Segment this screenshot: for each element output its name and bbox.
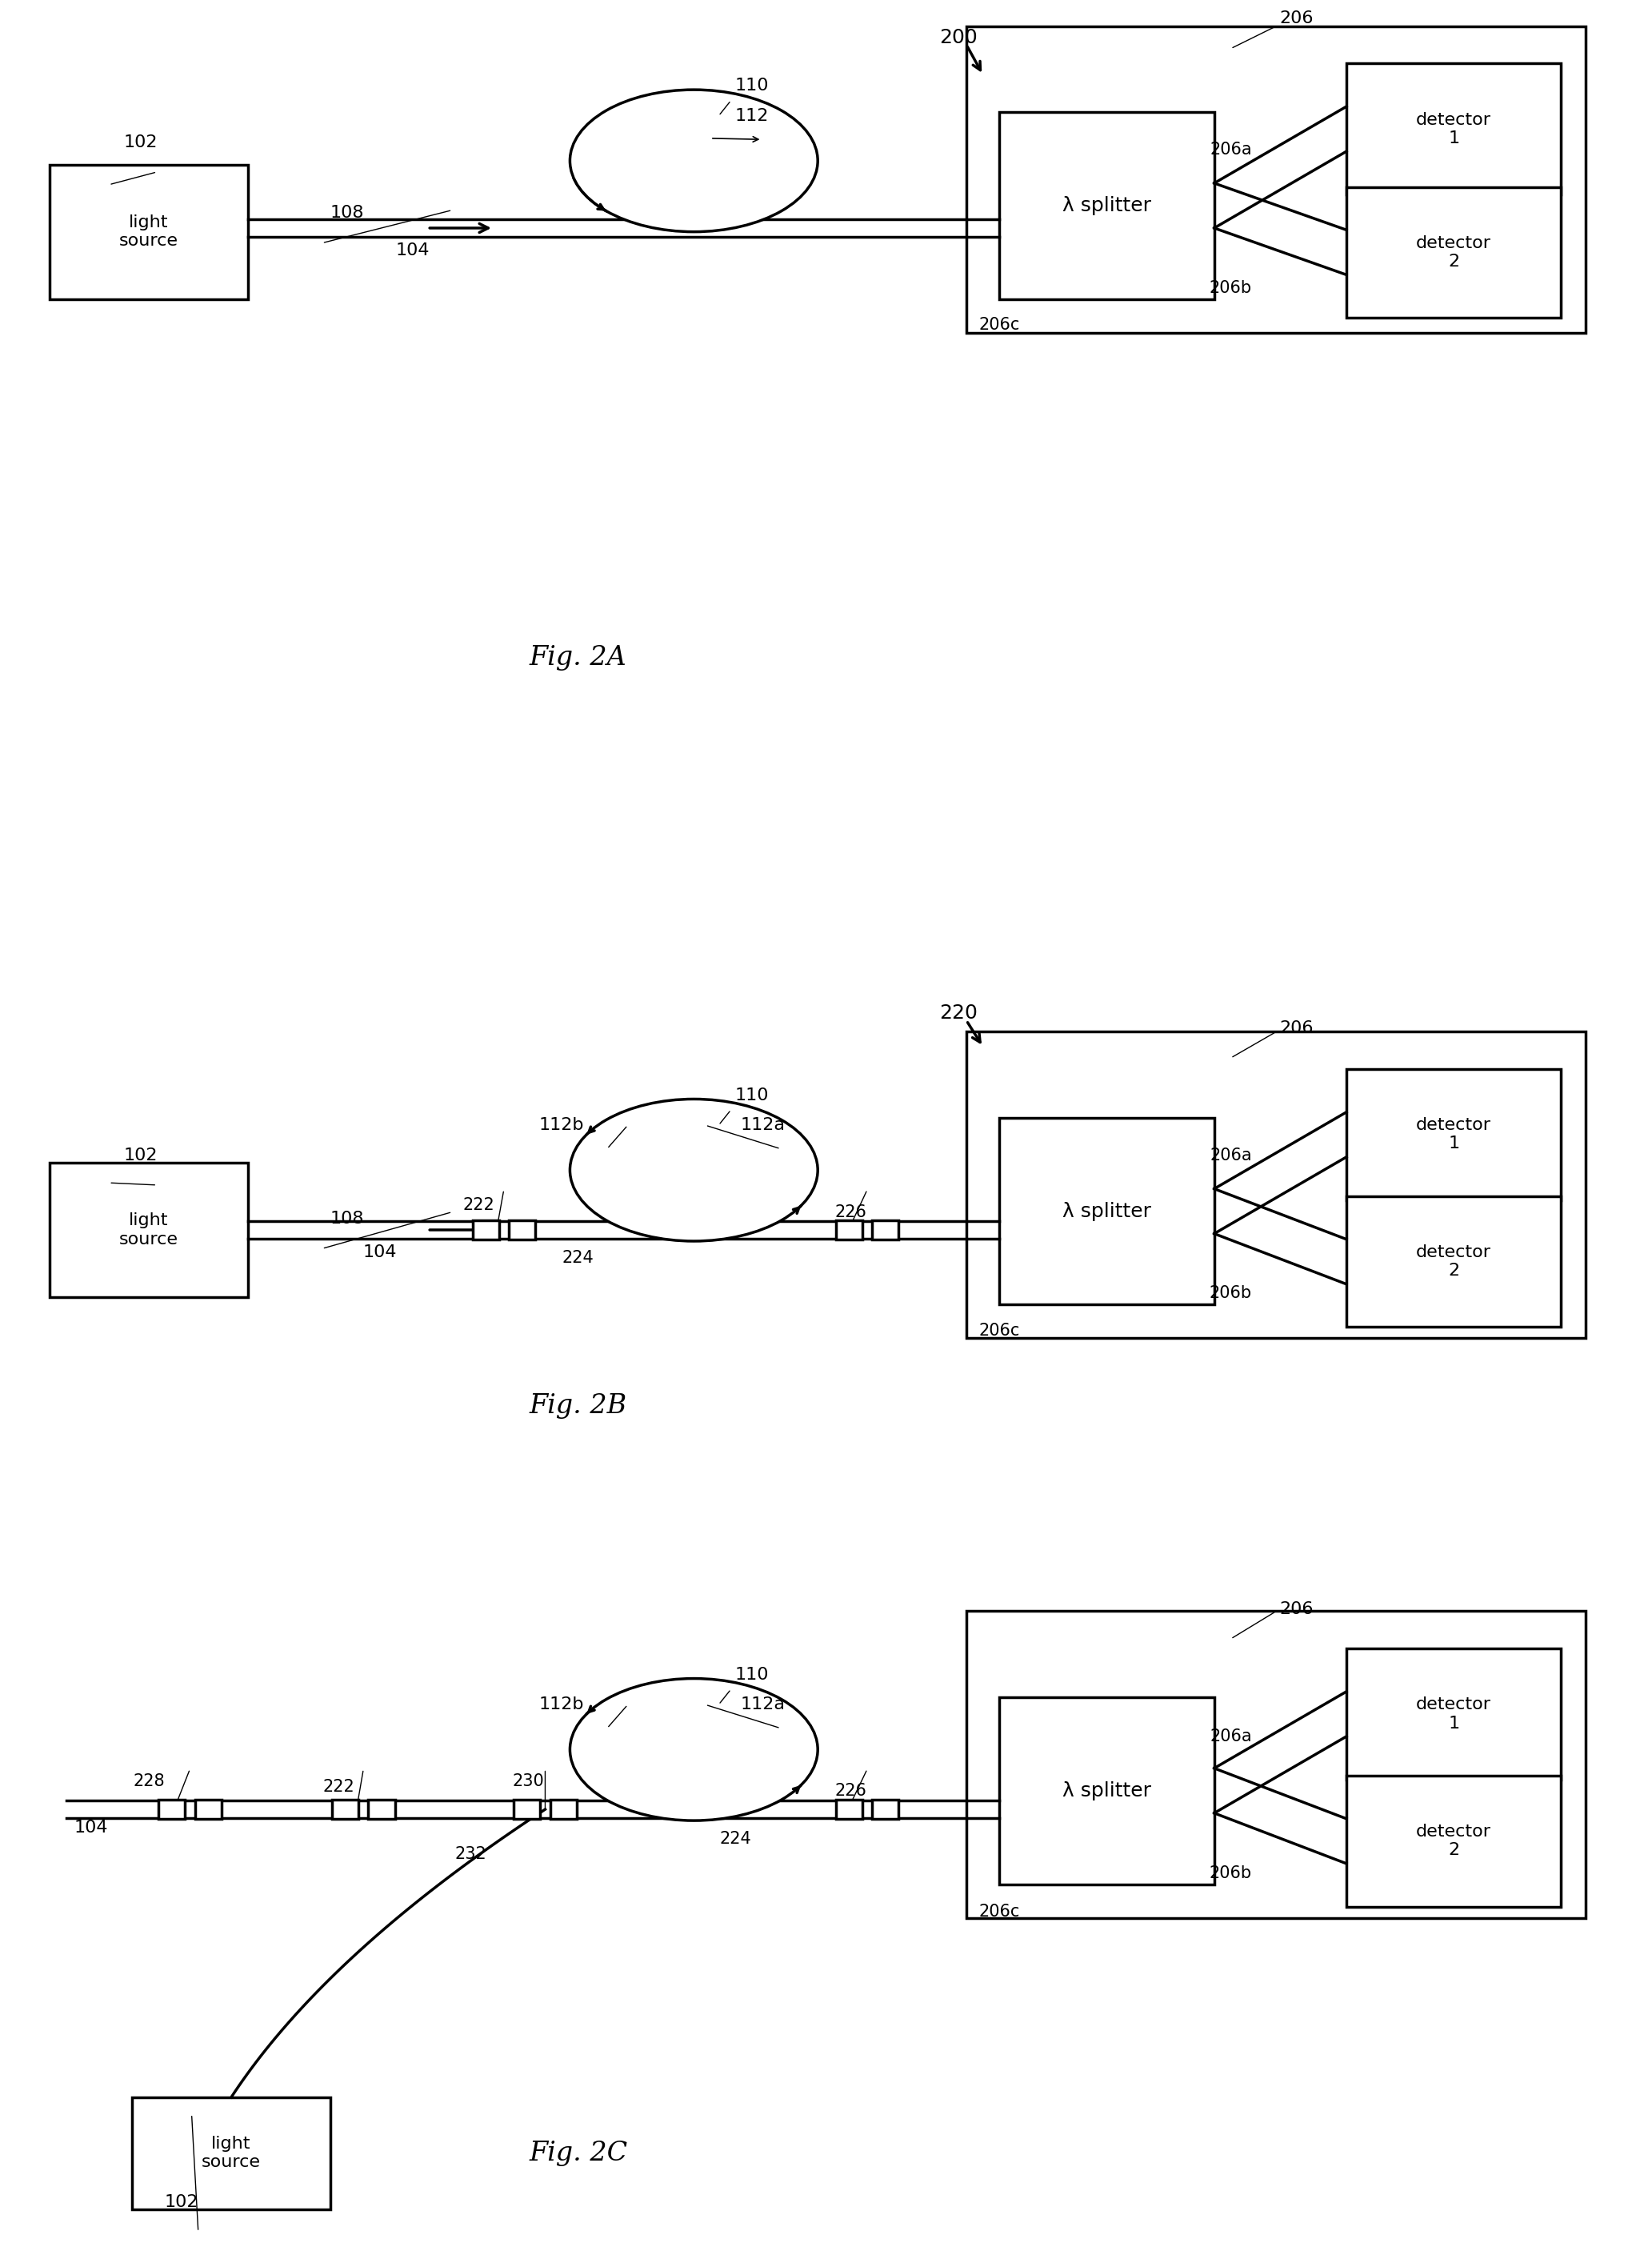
Text: λ splitter: λ splitter [1062,1781,1151,1801]
Ellipse shape [570,90,818,231]
Text: 206a: 206a [1209,1727,1252,1745]
Text: detector
2: detector 2 [1416,1245,1492,1279]
Bar [836,1220,862,1238]
Bar [1346,1070,1561,1200]
Text: light
source: light source [119,1213,178,1247]
Text: 222: 222 [463,1198,496,1213]
Text: 112b: 112b [539,1117,585,1133]
Bar [872,1220,899,1238]
Text: 206: 206 [1280,11,1313,27]
Text: 206c: 206c [980,1323,1019,1339]
Text: 104: 104 [74,1819,107,1837]
Text: 104: 104 [363,1245,396,1261]
Text: detector
1: detector 1 [1416,1117,1492,1153]
Bar [999,1698,1214,1884]
Text: 206: 206 [1280,1021,1313,1036]
Bar [836,1799,862,1819]
Bar [332,1799,358,1819]
Bar [966,1032,1586,1339]
Text: 102: 102 [165,2194,198,2209]
Bar [999,1117,1214,1305]
Text: λ splitter: λ splitter [1062,1202,1151,1220]
Text: 102: 102 [124,135,157,150]
Bar [1346,1196,1561,1328]
Bar [1346,186,1561,319]
Text: 224: 224 [562,1249,595,1265]
Text: 112: 112 [735,108,768,123]
Bar [159,1799,185,1819]
Bar [966,1610,1586,1918]
Text: 110: 110 [735,1667,768,1682]
Text: 108: 108 [330,1211,363,1227]
Bar [50,1162,248,1296]
Text: 228: 228 [132,1772,165,1790]
Bar [966,27,1586,332]
Bar [472,1220,499,1238]
Text: 230: 230 [512,1772,545,1790]
Text: 226: 226 [834,1783,867,1799]
Text: 108: 108 [330,204,363,222]
Text: 206c: 206c [980,1904,1019,1920]
Bar [1346,63,1561,195]
Bar [550,1799,577,1819]
Bar [872,1799,899,1819]
Bar [1346,1649,1561,1779]
Bar [132,2097,330,2209]
Text: 110: 110 [735,79,768,94]
Ellipse shape [570,1678,818,1821]
Ellipse shape [570,1099,818,1240]
Text: 206a: 206a [1209,1146,1252,1164]
Text: light
source: light source [202,2135,261,2171]
Text: detector
1: detector 1 [1416,112,1492,146]
Text: 232: 232 [454,1846,487,1862]
Text: Fig. 2B: Fig. 2B [529,1393,628,1418]
Text: detector
2: detector 2 [1416,236,1492,269]
Text: 206c: 206c [980,316,1019,334]
Bar [509,1220,535,1238]
Text: 206b: 206b [1209,1864,1252,1882]
Text: 206: 206 [1280,1602,1313,1617]
Text: 206b: 206b [1209,280,1252,296]
Text: 104: 104 [396,242,430,258]
Text: 222: 222 [322,1779,355,1794]
Text: Fig. 2C: Fig. 2C [529,2140,628,2167]
Bar [195,1799,221,1819]
Text: 102: 102 [124,1146,157,1164]
Bar [514,1799,540,1819]
Text: 224: 224 [719,1830,752,1848]
Text: 110: 110 [735,1088,768,1104]
Bar [999,112,1214,298]
Text: light
source: light source [119,215,178,249]
Bar [368,1799,395,1819]
Text: 226: 226 [834,1204,867,1220]
Text: 112b: 112b [539,1696,585,1714]
Text: 200: 200 [938,27,978,47]
Text: 220: 220 [938,1003,978,1023]
Text: Fig. 2A: Fig. 2A [530,646,626,671]
Text: λ splitter: λ splitter [1062,195,1151,215]
Text: 112a: 112a [740,1117,786,1133]
Text: 206a: 206a [1209,141,1252,157]
Text: 206b: 206b [1209,1285,1252,1301]
Text: 112a: 112a [740,1696,786,1714]
Text: detector
2: detector 2 [1416,1824,1492,1859]
Text: detector
1: detector 1 [1416,1696,1492,1732]
Bar [1346,1776,1561,1907]
Bar [50,164,248,298]
